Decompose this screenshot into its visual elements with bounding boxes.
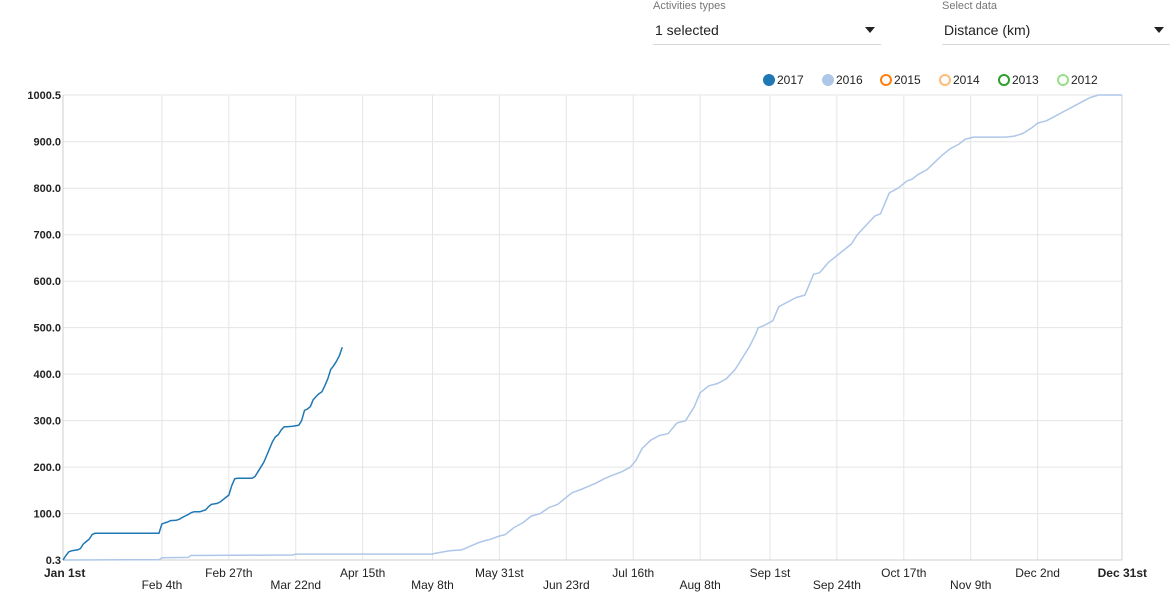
x-tick-label: Feb 4th [142,578,183,592]
y-tick-label: 100.0 [33,509,61,521]
x-tick-label: Feb 27th [205,566,252,580]
y-tick-label: 700.0 [33,230,61,242]
y-tick-label: 500.0 [33,323,61,335]
x-tick-label: Jan 1st [44,566,85,580]
legend-item-2017[interactable]: 2017 [763,73,804,87]
legend-label: 2016 [836,73,863,87]
series-line-2016 [62,94,1122,561]
x-tick-label: Nov 9th [950,578,991,592]
legend-marker [880,74,892,86]
legend-item-2012[interactable]: 2012 [1057,73,1098,87]
select-data-control: Select data Distance (km) [942,0,1170,45]
x-tick-label: May 31st [475,566,524,580]
x-tick-label: Sep 24th [813,578,861,592]
y-tick-label: 800.0 [33,183,61,195]
caret-down-icon [1154,27,1164,33]
y-tick-label: 200.0 [33,462,61,474]
legend-label: 2013 [1012,73,1039,87]
y-tick-label: 400.0 [33,369,61,381]
legend-marker [763,74,775,86]
legend-marker [1057,74,1069,86]
activities-types-control: Activities types 1 selected [653,0,881,45]
y-tick-label: 300.0 [33,416,61,428]
select-data-value: Distance (km) [944,22,1031,38]
x-tick-label: Apr 15th [340,566,385,580]
chart-series [62,94,1122,561]
legend-item-2013[interactable]: 2013 [998,73,1039,87]
x-tick-label: Dec 2nd [1015,566,1060,580]
select-data-label: Select data [942,0,998,12]
legend-label: 2015 [894,73,921,87]
x-tick-label: Sep 1st [750,566,791,580]
y-tick-label: 1000.5 [27,90,61,102]
select-data-dropdown[interactable]: Distance (km) [942,14,1170,45]
legend-marker [939,74,951,86]
legend-marker [998,74,1010,86]
y-tick-label: 0.3 [46,555,61,567]
activities-types-value: 1 selected [655,22,719,38]
legend-item-2016[interactable]: 2016 [822,73,863,87]
legend-marker [822,74,834,86]
activities-types-label: Activities types [653,0,726,12]
chart-legend: 2017 2016 2015 2014 2013 2012 [763,73,1098,87]
y-tick-label: 900.0 [33,137,61,149]
legend-item-2014[interactable]: 2014 [939,73,980,87]
legend-label: 2017 [777,73,804,87]
x-tick-label: Jul 16th [612,566,654,580]
x-tick-label: Oct 17th [881,566,926,580]
series-line-2017 [62,346,344,561]
x-tick-label: Mar 22nd [270,578,321,592]
legend-item-2015[interactable]: 2015 [880,73,921,87]
legend-label: 2014 [953,73,980,87]
chart-grid [62,94,1123,561]
y-tick-label: 600.0 [33,276,61,288]
x-tick-label: Dec 31st [1098,566,1147,580]
activities-types-dropdown[interactable]: 1 selected [653,14,881,45]
x-tick-label: Jun 23rd [543,578,590,592]
x-tick-label: May 8th [411,578,454,592]
legend-label: 2012 [1071,73,1098,87]
caret-down-icon [865,27,875,33]
x-tick-label: Aug 8th [679,578,720,592]
chart-axes: 0.3 100.0 200.0 300.0 400.0 500.0 600.0 700.0 80… [27,90,1147,592]
